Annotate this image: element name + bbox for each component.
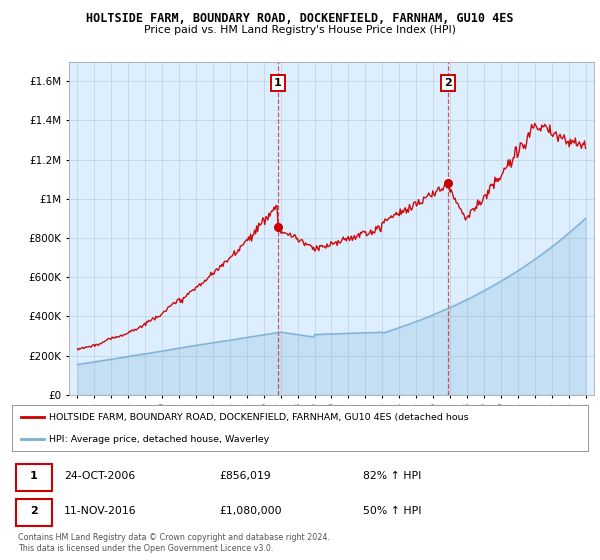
Text: HPI: Average price, detached house, Waverley: HPI: Average price, detached house, Wave… [49, 435, 269, 444]
Text: HOLTSIDE FARM, BOUNDARY ROAD, DOCKENFIELD, FARNHAM, GU10 4ES: HOLTSIDE FARM, BOUNDARY ROAD, DOCKENFIEL… [86, 12, 514, 25]
Text: 82% ↑ HPI: 82% ↑ HPI [364, 471, 422, 481]
FancyBboxPatch shape [16, 464, 52, 491]
Text: 2: 2 [30, 506, 38, 516]
FancyBboxPatch shape [16, 498, 52, 526]
Text: 50% ↑ HPI: 50% ↑ HPI [364, 506, 422, 516]
Text: 1: 1 [274, 78, 281, 88]
Text: Price paid vs. HM Land Registry's House Price Index (HPI): Price paid vs. HM Land Registry's House … [144, 25, 456, 35]
Text: 1: 1 [30, 471, 38, 481]
Text: £1,080,000: £1,080,000 [220, 506, 282, 516]
Text: Contains HM Land Registry data © Crown copyright and database right 2024.
This d: Contains HM Land Registry data © Crown c… [18, 533, 330, 553]
Text: 24-OCT-2006: 24-OCT-2006 [64, 471, 135, 481]
Text: 11-NOV-2016: 11-NOV-2016 [64, 506, 136, 516]
Text: 2: 2 [444, 78, 452, 88]
Text: £856,019: £856,019 [220, 471, 271, 481]
Text: HOLTSIDE FARM, BOUNDARY ROAD, DOCKENFIELD, FARNHAM, GU10 4ES (detached hous: HOLTSIDE FARM, BOUNDARY ROAD, DOCKENFIEL… [49, 413, 469, 422]
